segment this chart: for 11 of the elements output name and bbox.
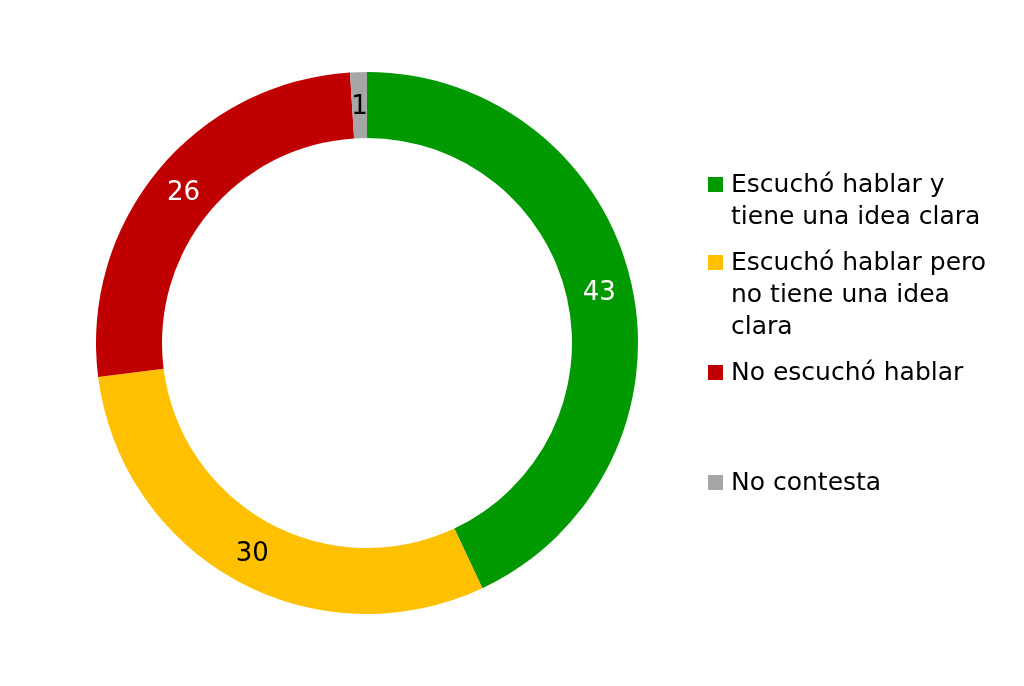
donut-slice [367, 72, 638, 589]
legend-label: No contesta [731, 466, 882, 498]
data-label: 43 [582, 276, 616, 307]
donut-slice [98, 368, 483, 614]
legend-label: No escuchó hablar [731, 356, 964, 388]
donut-slice [96, 72, 355, 377]
data-label: 30 [235, 536, 269, 567]
data-label: 26 [167, 176, 201, 207]
legend-label: Escuchó hablar pero no tiene una idea clara [731, 246, 988, 342]
legend-label: Escuchó hablar y tiene una idea clara [731, 168, 982, 232]
data-label: 1 [351, 90, 368, 121]
